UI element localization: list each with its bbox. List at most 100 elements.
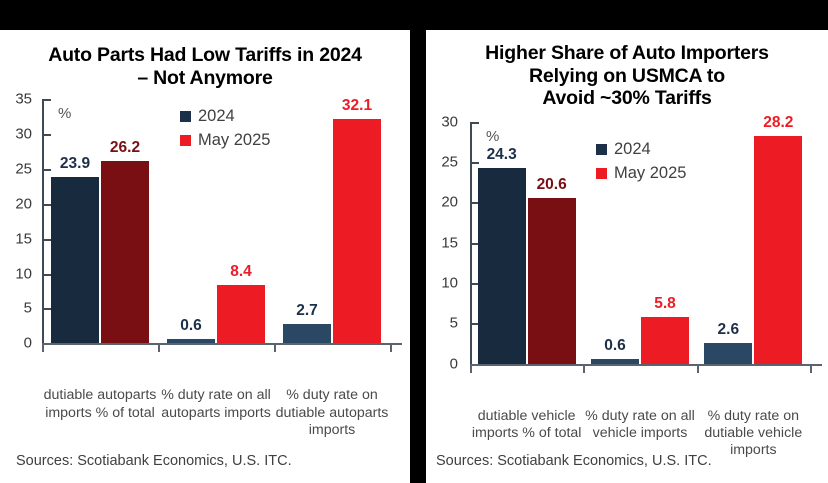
y-axis-tick-mark (44, 168, 51, 171)
y-axis-tick-label: 10 (15, 265, 32, 282)
y-axis-tick-label: 30 (441, 113, 458, 131)
y-axis-line (470, 121, 472, 366)
chart-title-line-1: Auto Parts Had Low Tariffs in 2024 (48, 44, 362, 66)
y-axis-tick-mark (44, 273, 51, 276)
legend-item[interactable]: 2024 (596, 140, 686, 159)
bar (283, 324, 331, 344)
y-axis-tick-mark (44, 203, 51, 206)
x-axis-category-label: dutiable vehicle imports % of total (471, 407, 582, 442)
y-axis-tick-label: 0 (449, 355, 458, 373)
y-axis-tick-mark (472, 242, 479, 245)
chart-title-line-2-right: Relying on USMCA to (529, 64, 725, 87)
x-axis-line (42, 343, 402, 346)
chart-panel-auto-parts: Auto Parts Had Low Tariffs in 2024 – Not… (0, 30, 410, 483)
legend-label: 2024 (198, 107, 235, 126)
legend-item[interactable]: May 2025 (180, 131, 270, 150)
x-axis-category-label: % duty rate on dutiable vehicle imports (704, 407, 803, 459)
y-axis-tick-label: 10 (441, 274, 458, 292)
legend-label: May 2025 (198, 131, 271, 150)
x-axis-tick-mark (696, 365, 699, 373)
y-axis-tick-mark (472, 121, 479, 124)
legend-label: May 2025 (614, 163, 687, 182)
x-axis-category-label: dutiable autoparts imports % of total (43, 387, 157, 421)
x-axis-tick-mark (810, 365, 812, 373)
y-axis-tick-label: 5 (23, 299, 32, 317)
chart-title-line-1-right: Higher Share of Auto Importers (485, 42, 769, 64)
y-axis-tick-label: 0 (23, 334, 32, 352)
x-axis-tick-mark (470, 365, 472, 373)
y-axis-tick-label: 15 (441, 234, 458, 252)
y-axis-tick-label: 15 (15, 230, 32, 248)
bar-value-label: 20.6 (536, 175, 567, 193)
y-axis-tick-mark (44, 99, 51, 102)
y-axis-unit-left: % (58, 105, 72, 123)
y-axis-tick-label: 30 (15, 125, 32, 143)
plot-area-right: 0 5 10 15 20 25 30 % 24.3 20.6 0.6 5.8 2.6 28.2 202… (426, 112, 828, 402)
bar (101, 160, 149, 344)
x-axis-tick-mark (583, 365, 586, 373)
legend-swatch-icon (596, 143, 607, 155)
chart-panel-vehicles: Higher Share of Auto Importers Relying o… (426, 30, 828, 483)
x-axis-tick-mark (158, 345, 160, 353)
x-axis-tick-mark (390, 345, 392, 353)
page-title: Auto Parts Had Low Tariffs in 2024 – Not… (18, 44, 392, 89)
y-axis-labels-left: 0 5 10 15 20 25 30 35 (0, 90, 34, 383)
y-axis-line (42, 99, 44, 346)
y-axis-tick-label: 25 (15, 160, 32, 178)
y-axis-tick-mark (472, 283, 479, 286)
legend-item[interactable]: May 2025 (596, 164, 686, 183)
bar (51, 176, 99, 344)
bar (477, 167, 526, 364)
chart-title-line-3-right: Avoid ~30% Tariffs (542, 87, 712, 110)
legend-right: 2024 May 2025 (596, 140, 686, 188)
bar-value-label: 32.1 (341, 97, 373, 115)
y-axis-tick-label: 20 (15, 195, 32, 213)
x-axis-category-labels-left: dutiable autoparts imports % of total% d… (42, 387, 390, 439)
x-axis-category-label: % duty rate on all autoparts imports (161, 387, 271, 421)
x-axis-tick-mark (42, 345, 44, 353)
x-axis-category-label: % duty rate on dutiable autoparts import… (275, 387, 389, 438)
legend-left: 2024 May 2025 (180, 107, 270, 155)
source-note-left: Sources: Scotiabank Economics, U.S. ITC. (16, 453, 292, 469)
y-axis-unit-right: % (486, 127, 500, 145)
bar (217, 284, 265, 344)
legend-swatch-icon (180, 111, 191, 123)
bar-value-label: 0.6 (180, 317, 202, 335)
bar (527, 197, 576, 364)
y-axis-tick-label: 20 (441, 193, 458, 211)
bar-series-left: 23.9 26.2 0.6 8.4 2.7 32.1 (0, 93, 410, 344)
y-axis-tick-mark (44, 238, 51, 241)
page-title-right: Higher Share of Auto Importers Relying o… (440, 42, 814, 110)
y-axis-tick-label: 25 (441, 153, 458, 171)
y-axis-tick-label: 5 (449, 314, 458, 332)
legend-swatch-icon (180, 135, 191, 147)
bar-value-label: 28.2 (763, 114, 794, 132)
legend-item[interactable]: 2024 (180, 107, 270, 126)
bar-value-label: 23.9 (59, 154, 91, 172)
source-note-right: Sources: Scotiabank Economics, U.S. ITC. (436, 453, 712, 469)
bar-value-label: 26.2 (109, 138, 141, 156)
bar (704, 342, 753, 364)
y-axis-labels-right: 0 5 10 15 20 25 30 (426, 112, 460, 402)
bar (641, 317, 689, 364)
plot-area-left: 0 5 10 15 20 25 30 35 % 23.9 26.2 0.6 8.4 2.7 32.1 2… (0, 90, 410, 383)
y-axis-tick-mark (472, 202, 479, 205)
x-axis-tick-mark (274, 345, 276, 353)
bar-value-label: 8.4 (230, 262, 252, 280)
bar (167, 339, 215, 344)
y-axis-tick-mark (472, 162, 479, 165)
bar-value-label: 5.8 (654, 295, 676, 313)
bar-value-label: 2.6 (717, 320, 740, 338)
bar-value-label: 0.6 (604, 336, 626, 354)
bar-value-label: 24.3 (486, 145, 517, 163)
x-axis-category-label: % duty rate on all vehicle imports (585, 407, 695, 442)
bar (754, 136, 803, 364)
y-axis-tick-label: 35 (15, 90, 32, 108)
bar (591, 358, 639, 364)
y-axis-tick-mark (472, 323, 479, 326)
x-axis-category-labels-right: dutiable vehicle imports % of total% dut… (470, 408, 810, 460)
legend-label: 2024 (614, 139, 651, 158)
bar-value-label: 2.7 (296, 302, 318, 320)
y-axis-tick-mark (44, 308, 51, 311)
